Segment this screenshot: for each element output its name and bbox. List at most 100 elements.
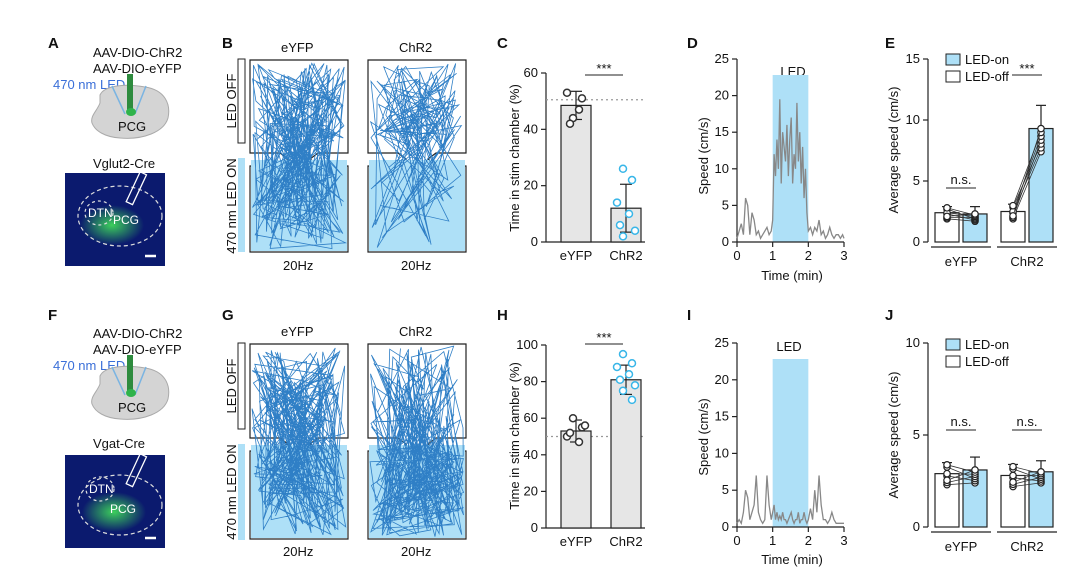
panel-a: A AAV-DIO-ChR2 AAV-DIO-eYFP 470 nm LED P… — [48, 35, 182, 266]
light-ray-left — [111, 85, 126, 115]
axis-label-d-x: Time (min) — [761, 268, 823, 283]
panel-label-b: B — [222, 35, 233, 52]
j-axes-pair-line — [946, 473, 976, 475]
h-axes-y-tick-label: 60 — [524, 410, 538, 425]
significance-e-chr2: *** — [1019, 61, 1034, 76]
led-on-label-2: 470 nm LED ON — [224, 444, 239, 539]
h-axes-data-point — [615, 375, 625, 385]
column-title-eyfp: eYFP — [281, 40, 314, 55]
panel-b: B eYFP ChR2 LED OFF 470 nm LED ON 20Hz 2… — [222, 35, 467, 273]
column-title-eyfp-2: eYFP — [281, 324, 314, 339]
light-ray-left-2 — [111, 366, 126, 396]
c-axes-data-point — [624, 209, 634, 219]
virus-chr2-label-2: AAV-DIO-ChR2 — [93, 326, 182, 341]
legend-led-on-2: LED-on — [965, 337, 1009, 352]
j-axes-point-led-off — [943, 461, 951, 469]
e-axes-point-led-off — [943, 212, 951, 221]
green-fluorescence — [80, 205, 144, 245]
e-axes-pair-line — [1012, 143, 1042, 208]
e-axes-pair-line — [946, 213, 976, 217]
column-title-chr2: ChR2 — [399, 40, 432, 55]
h-axes-y-tick-label: 100 — [516, 337, 538, 352]
c-axes-bar — [560, 104, 592, 243]
optic-fiber-2 — [127, 355, 133, 391]
e-axes-pair-line — [946, 212, 976, 217]
h-axes-data-point — [627, 359, 637, 368]
j-axes-pair-line — [1012, 468, 1042, 480]
e-axes-pair-line — [946, 207, 976, 216]
pcg-injection-site — [126, 108, 136, 116]
region-label: PCG — [118, 119, 146, 134]
led-on-label: 470 nm LED ON — [224, 158, 239, 253]
e-axes-point-led-on — [971, 210, 979, 218]
c-axes-x-tick-label: eYFP — [560, 248, 593, 263]
axes-e: 0 5 10 15 eYFP ChR2 — [906, 51, 1057, 269]
j-axes-x-tick-label: ChR2 — [1010, 539, 1043, 554]
led-on-marker — [238, 158, 245, 252]
panel-label-f: F — [48, 307, 57, 324]
i-axes-x-tick-label: 3 — [840, 533, 847, 548]
axes-i: 0 5 10 15 20 25 0 1 2 3 — [715, 335, 848, 548]
j-axes-pair-line — [946, 482, 976, 486]
led-off-label-2: LED OFF — [224, 358, 239, 413]
c-axes-data-point — [565, 119, 575, 128]
dtn-label: DTN — [88, 206, 113, 220]
c-axes-data-point — [577, 94, 587, 103]
j-axes-point-led-off — [1009, 478, 1017, 486]
e-axes-pair-line — [1012, 128, 1042, 217]
panel-label-j: J — [885, 307, 893, 324]
pcg-outline — [77, 185, 163, 247]
legend-led-on: LED-on — [965, 52, 1009, 67]
d-axes-speed-trace — [736, 99, 845, 240]
i-axes-x-tick-label: 1 — [769, 533, 776, 548]
axis-label-c-y: Time in stim chamber (%) — [507, 84, 522, 232]
pcg-slice-label-2: PCG — [110, 502, 136, 516]
e-axes-pair-line — [946, 208, 976, 220]
i-axes-y-tick-label: 15 — [715, 409, 729, 424]
j-axes-y-tick-label: 5 — [913, 427, 920, 442]
pcg-slice-label: PCG — [113, 213, 139, 227]
panel-label-h: H — [497, 307, 508, 324]
fiber-track — [125, 170, 148, 206]
j-axes-pair-line — [1012, 477, 1042, 482]
h-axes-data-point — [618, 386, 628, 395]
e-axes-pair-line — [946, 218, 976, 222]
i-axes-x-tick-label: 2 — [805, 533, 812, 548]
pcg-injection-site-2 — [126, 389, 136, 397]
legend-swatch-led-on-2 — [945, 338, 961, 351]
panel-f: F AAV-DIO-ChR2 AAV-DIO-eYFP 470 nm LED P… — [48, 307, 182, 548]
h-axes-y-tick-label: 80 — [524, 374, 538, 389]
c-axes-data-point — [627, 175, 637, 185]
j-axes-y-tick-label: 10 — [906, 335, 920, 350]
e-axes-pair-line — [1012, 136, 1042, 212]
e-axes-point-led-off — [1009, 212, 1017, 220]
axis-label-j-y: Average speed (cm/s) — [886, 372, 901, 499]
c-axes-y-tick-label: 40 — [524, 121, 538, 136]
pcg-outline-2 — [77, 474, 163, 536]
panel-e: E Average speed (cm/s) 0 5 10 15 eYFP ChR2 LE… — [885, 35, 1057, 269]
significance-e-eyfp: n.s. — [951, 172, 972, 187]
virus-eyfp-label-2: AAV-DIO-eYFP — [93, 342, 182, 357]
i-axes-y-tick-label: 0 — [722, 519, 729, 534]
j-axes-y-tick-label: 0 — [913, 519, 920, 534]
c-axes-y-tick-label: 20 — [524, 178, 538, 193]
c-axes-data-point — [630, 226, 640, 235]
legend-swatch-led-off-2 — [945, 355, 961, 368]
fiber-track-2 — [125, 452, 148, 488]
significance-j-chr2: n.s. — [1017, 414, 1038, 429]
d-axes-x-tick-label: 2 — [805, 248, 812, 263]
panel-h: H Time in stim chamber (%) 0 20 40 60 80 100 e… — [497, 307, 645, 549]
panel-label-c: C — [497, 35, 508, 52]
column-title-chr2-2: ChR2 — [399, 324, 432, 339]
d-axes-y-tick-label: 15 — [715, 124, 729, 139]
led-off-label: LED OFF — [224, 73, 239, 128]
h-axes-data-point — [624, 370, 634, 379]
j-axes-point-led-off — [943, 476, 951, 485]
panel-g: G eYFP ChR2 LED OFF 470 nm LED ON 20Hz 2… — [222, 307, 467, 559]
h-axes-data-point — [618, 349, 628, 359]
e-axes-y-tick-label: 0 — [913, 234, 920, 249]
panel-label-a: A — [48, 35, 59, 52]
i-axes-y-tick-label: 10 — [715, 445, 729, 460]
region-label-2: PCG — [118, 400, 146, 415]
